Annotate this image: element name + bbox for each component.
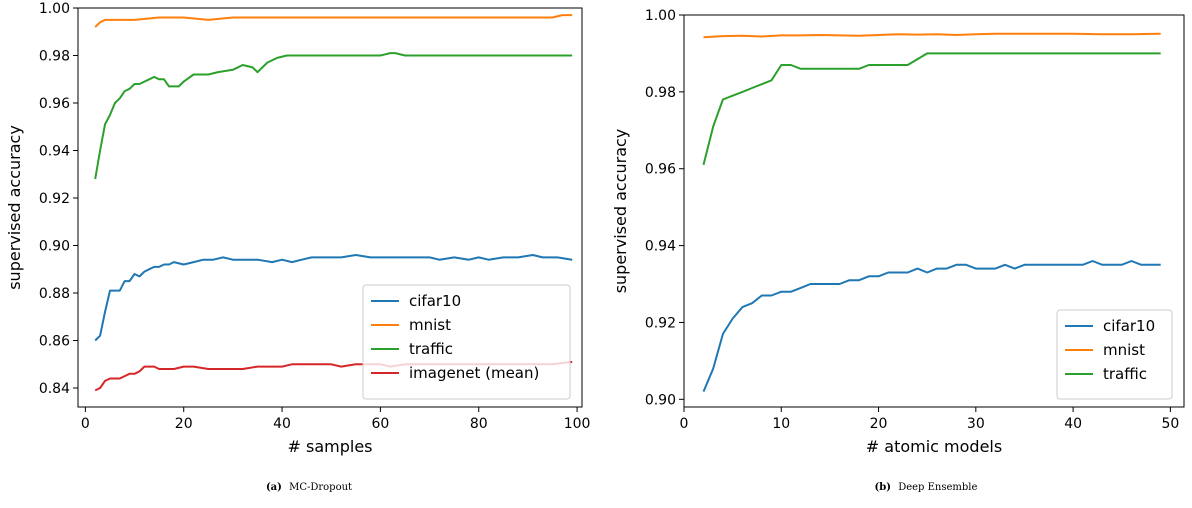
legend-item: traffic [371, 340, 453, 358]
x-tick-label: 80 [470, 416, 488, 432]
y-tick: 0.88 [39, 286, 78, 302]
x-tick: 40 [273, 407, 291, 432]
y-tick-label: 0.96 [645, 162, 676, 178]
legend-label: traffic [409, 340, 453, 358]
panel-mc-dropout: 0 20 40 60 80 100 0.84 0.86 0.88 0.90 0.92 0.94 0.9… [5, 1, 590, 493]
x-axis-label: # samples [288, 437, 373, 456]
y-tick: 1.00 [39, 1, 78, 17]
y-axis: 0.84 0.86 0.88 0.90 0.92 0.94 0.96 0.98 1.00 [39, 1, 78, 397]
y-tick: 0.92 [39, 191, 78, 207]
y-tick-label: 0.92 [645, 315, 676, 331]
x-axis-label: # atomic models [866, 437, 1002, 456]
legend-item: mnist [371, 316, 451, 334]
legend-label: cifar10 [1103, 317, 1155, 335]
legend-box [362, 284, 571, 400]
x-tick: 60 [371, 407, 389, 432]
y-tick: 0.92 [645, 315, 684, 331]
series-line-traffic [702, 52, 1161, 166]
legend-item: mnist [1065, 341, 1145, 359]
legend: cifar10 mnist traffic imagenet (mean) [362, 284, 571, 400]
legend-box [1056, 309, 1173, 400]
x-tick: 20 [175, 407, 193, 432]
series-line-mnist [703, 32, 1161, 39]
plot-frame [683, 14, 1185, 408]
y-tick-label: 0.90 [39, 239, 70, 255]
x-tick: 40 [1064, 407, 1082, 432]
x-tick: 30 [967, 407, 985, 432]
x-tick: 0 [81, 407, 90, 432]
x-tick-label: 20 [175, 416, 193, 432]
y-tick-label: 0.92 [39, 191, 70, 207]
legend-item: traffic [1065, 365, 1147, 383]
legend-item: imagenet (mean) [371, 364, 539, 382]
y-tick-label: 0.98 [39, 49, 70, 65]
y-tick: 0.98 [39, 49, 78, 65]
y-tick: 0.90 [39, 239, 78, 255]
y-axis-label: supervised accuracy [5, 125, 24, 290]
y-tick: 0.96 [645, 162, 684, 178]
x-tick-label: 50 [1161, 416, 1179, 432]
x-tick-label: 0 [680, 416, 689, 432]
x-tick-label: 20 [870, 416, 888, 432]
legend-item: cifar10 [1065, 317, 1155, 335]
y-tick-label: 0.94 [645, 239, 676, 255]
y-tick-label: 0.98 [645, 85, 676, 101]
y-tick: 0.90 [645, 392, 684, 408]
x-tick: 100 [564, 407, 591, 432]
x-axis: 0 20 40 60 80 100 [81, 407, 591, 432]
caption: (b) Deep Ensemble [875, 482, 978, 493]
series-line-mnist [94, 14, 573, 28]
y-tick-label: 0.96 [39, 96, 70, 112]
caption-text: Deep Ensemble [898, 482, 977, 493]
series-line-cifar10 [94, 254, 573, 342]
legend-item: cifar10 [371, 292, 461, 310]
x-tick-label: 10 [772, 416, 790, 432]
y-tick-label: 1.00 [39, 1, 70, 17]
plot-frame [77, 7, 583, 408]
plot-lines [702, 32, 1161, 392]
x-tick: 20 [870, 407, 888, 432]
x-tick: 50 [1161, 407, 1179, 432]
y-tick: 0.96 [39, 96, 78, 112]
series-line-cifar10 [702, 260, 1161, 392]
x-tick-label: 100 [564, 416, 591, 432]
y-tick-label: 0.86 [39, 334, 70, 350]
y-tick: 0.94 [645, 239, 684, 255]
legend-label: cifar10 [409, 292, 461, 310]
legend-label: traffic [1103, 365, 1147, 383]
y-tick: 0.84 [39, 381, 78, 397]
y-tick: 1.00 [645, 8, 684, 24]
x-axis: 0 10 20 30 40 50 [680, 407, 1179, 432]
y-axis: 0.90 0.92 0.94 0.96 0.98 1.00 [645, 8, 684, 408]
caption-text: MC-Dropout [289, 482, 352, 493]
y-tick-label: 0.94 [39, 144, 70, 160]
x-tick-label: 30 [967, 416, 985, 432]
y-tick-label: 0.84 [39, 381, 70, 397]
series-line-traffic [94, 52, 573, 180]
y-tick: 0.86 [39, 334, 78, 350]
x-tick: 80 [470, 407, 488, 432]
legend-label: mnist [1103, 341, 1145, 359]
caption: (a) MC-Dropout [266, 482, 352, 493]
y-tick-label: 0.88 [39, 286, 70, 302]
x-tick-label: 40 [273, 416, 291, 432]
x-tick: 10 [772, 407, 790, 432]
caption-tag: (b) [875, 482, 891, 493]
x-tick-label: 0 [81, 416, 90, 432]
legend: cifar10 mnist traffic [1056, 309, 1173, 400]
x-tick: 0 [680, 407, 689, 432]
y-axis-label: supervised accuracy [611, 129, 630, 294]
x-tick-label: 40 [1064, 416, 1082, 432]
y-tick-label: 0.90 [645, 392, 676, 408]
y-tick: 0.94 [39, 144, 78, 160]
y-tick-label: 1.00 [645, 8, 676, 24]
x-tick-label: 60 [371, 416, 389, 432]
caption-tag: (a) [266, 482, 282, 493]
y-tick: 0.98 [645, 85, 684, 101]
legend-label: imagenet (mean) [409, 364, 539, 382]
panel-deep-ensemble: 0 10 20 30 40 50 0.90 0.92 0.94 0.96 0.98 1.00 cif… [611, 8, 1185, 493]
legend-label: mnist [409, 316, 451, 334]
